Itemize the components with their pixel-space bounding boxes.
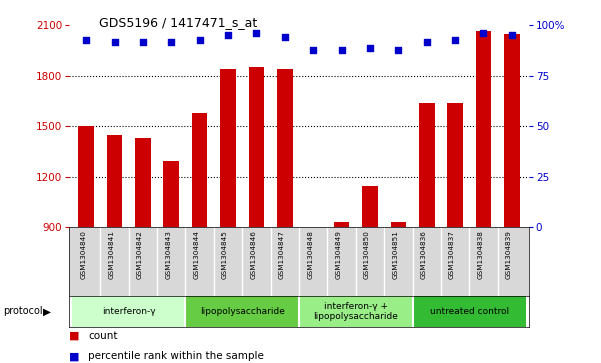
Bar: [163, 162, 179, 227]
Text: untreated control: untreated control: [430, 307, 509, 316]
Point: [195, 37, 204, 42]
Point: [81, 37, 91, 42]
Bar: [186, 296, 299, 327]
Point: [223, 33, 233, 38]
Text: GSM1304842: GSM1304842: [137, 231, 143, 279]
Text: GSM1304841: GSM1304841: [109, 231, 115, 279]
Bar: [305, 227, 321, 232]
Point: [422, 38, 432, 44]
Text: GSM1304845: GSM1304845: [222, 231, 228, 279]
Bar: [72, 296, 186, 327]
Bar: [107, 135, 123, 227]
Bar: [362, 186, 378, 227]
Bar: [249, 66, 264, 227]
Bar: [475, 31, 491, 227]
Point: [394, 47, 403, 53]
Text: GSM1304844: GSM1304844: [194, 231, 200, 279]
Bar: [504, 34, 520, 227]
Bar: [419, 103, 435, 227]
Bar: [135, 138, 151, 227]
Point: [507, 33, 517, 38]
Bar: [220, 69, 236, 227]
Text: protocol: protocol: [3, 306, 43, 316]
Text: percentile rank within the sample: percentile rank within the sample: [88, 351, 264, 362]
Text: GSM1304849: GSM1304849: [335, 231, 341, 279]
Point: [308, 47, 318, 53]
Text: GSM1304837: GSM1304837: [449, 231, 455, 279]
Bar: [192, 113, 207, 227]
Text: GSM1304848: GSM1304848: [307, 231, 313, 279]
Bar: [334, 222, 349, 227]
Text: GSM1304838: GSM1304838: [477, 231, 483, 279]
Bar: [277, 69, 293, 227]
Bar: [299, 296, 412, 327]
Text: GSM1304843: GSM1304843: [165, 231, 171, 279]
Text: ▶: ▶: [43, 306, 51, 316]
Point: [166, 38, 176, 44]
Text: GSM1304851: GSM1304851: [392, 231, 398, 279]
Point: [365, 45, 375, 50]
Text: interferon-γ +
lipopolysaccharide: interferon-γ + lipopolysaccharide: [313, 302, 398, 321]
Text: count: count: [88, 331, 118, 341]
Point: [280, 34, 290, 40]
Text: GSM1304836: GSM1304836: [421, 231, 427, 279]
Text: interferon-γ: interferon-γ: [102, 307, 156, 316]
Bar: [447, 103, 463, 227]
Text: lipopolysaccharide: lipopolysaccharide: [200, 307, 285, 316]
Point: [252, 30, 261, 36]
Text: ■: ■: [69, 331, 79, 341]
Point: [450, 37, 460, 42]
Text: GDS5196 / 1417471_s_at: GDS5196 / 1417471_s_at: [99, 16, 257, 29]
Text: GSM1304840: GSM1304840: [80, 231, 86, 279]
Text: GSM1304846: GSM1304846: [251, 231, 257, 279]
Text: GSM1304839: GSM1304839: [506, 231, 512, 279]
Point: [110, 38, 120, 44]
Point: [337, 47, 346, 53]
Bar: [78, 126, 94, 227]
Text: ■: ■: [69, 351, 79, 362]
Text: GSM1304847: GSM1304847: [279, 231, 285, 279]
Text: GSM1304850: GSM1304850: [364, 231, 370, 279]
Bar: [391, 222, 406, 227]
Point: [138, 38, 148, 44]
Bar: [412, 296, 526, 327]
Point: [478, 30, 488, 36]
